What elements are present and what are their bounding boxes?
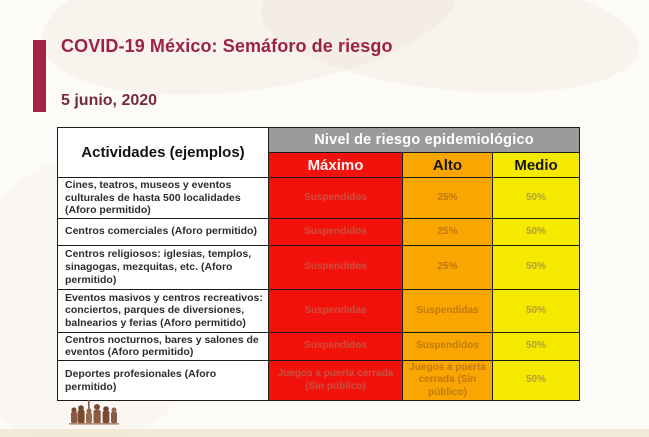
cell-activity: Centros comerciales (Aforo permitido)	[57, 217, 269, 246]
cell-activity: Eventos masivos y centros recreativos: c…	[57, 288, 269, 333]
cell-activity: Centros nocturnos, bares y salones de ev…	[57, 331, 269, 361]
column-header-medio: Medio	[492, 152, 580, 178]
table-row: Deportes profesionales (Aforo permitido)…	[57, 359, 580, 402]
cell-activity: Cines, teatros, museos y eventos cultura…	[57, 177, 269, 219]
cell-medio: 50%	[492, 288, 580, 333]
cell-alto: 25%	[402, 217, 493, 246]
slide-date: 5 junio, 2020	[61, 92, 158, 109]
cell-alto: Juegos a puerta cerrada (Sin público)	[402, 359, 493, 402]
cell-maximo: Suspendidos	[268, 244, 403, 290]
table-row: Eventos masivos y centros recreativos: c…	[57, 288, 580, 333]
watermark-bottom-band	[0, 429, 649, 437]
cell-maximo: Suspendidos	[268, 177, 403, 219]
cell-medio: 50%	[492, 244, 580, 290]
cell-alto: 25%	[402, 177, 493, 219]
cell-activity: Deportes profesionales (Aforo permitido)	[57, 359, 269, 402]
risk-table: Actividades (ejemplos) Nivel de riesgo e…	[57, 127, 580, 402]
cell-medio: 50%	[492, 217, 580, 246]
table-row: Centros comerciales (Aforo permitido) Su…	[57, 217, 580, 246]
cell-maximo: Suspendidos	[268, 331, 403, 361]
cell-alto: Suspendidos	[402, 331, 493, 361]
column-header-alto: Alto	[402, 152, 493, 178]
page-title: COVID-19 México: Semáforo de riesgo	[61, 36, 393, 56]
cell-activity: Centros religiosos: iglesias, templos, s…	[57, 244, 269, 290]
title-accent-bar	[33, 40, 46, 112]
gobierno-de-mexico-heroes-logo	[69, 400, 119, 425]
column-group-header-risk-level: Nivel de riesgo epidemiológico	[268, 127, 580, 153]
column-header-activities: Actividades (ejemplos)	[57, 127, 269, 178]
table-row: Cines, teatros, museos y eventos cultura…	[57, 177, 580, 219]
cell-medio: 50%	[492, 177, 580, 219]
table-row: Centros nocturnos, bares y salones de ev…	[57, 331, 580, 361]
table-header-row-risk: Actividades (ejemplos) Nivel de riesgo e…	[57, 127, 580, 178]
cell-maximo: Suspendidas	[268, 288, 403, 333]
cell-medio: 50%	[492, 359, 580, 402]
column-header-maximo: Máximo	[268, 152, 403, 178]
cell-maximo: Juegos a puerta cerrada (Sin público)	[268, 359, 403, 402]
table-header-row-levels: Máximo Alto Medio	[58, 152, 580, 178]
cell-medio: 50%	[492, 331, 580, 361]
cell-maximo: Suspendidos	[268, 217, 403, 246]
cell-alto: Suspendidas	[402, 288, 493, 333]
table-row: Centros religiosos: iglesias, templos, s…	[57, 244, 580, 290]
cell-alto: 25%	[402, 244, 493, 290]
